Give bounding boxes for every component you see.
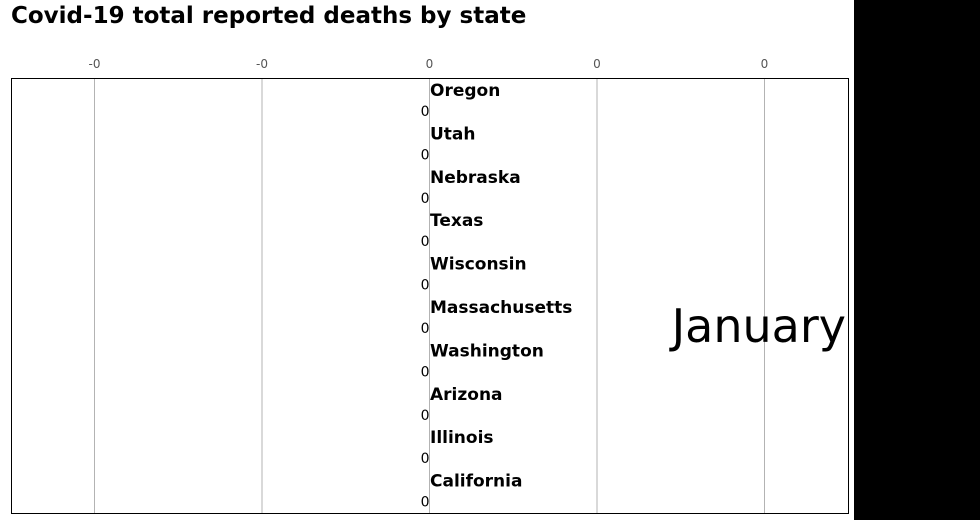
bar-category-label: Utah [430, 124, 476, 144]
bar-category-label: Illinois [430, 428, 494, 448]
x-tick-label: 0 [593, 57, 601, 71]
x-tick-label: 0 [426, 57, 434, 71]
bars: Oregon0Utah0Nebraska0Texas0Wisconsin0Mas… [421, 81, 573, 511]
bar-category-label: California [430, 472, 522, 492]
gridlines [94, 79, 765, 513]
plot-frame [11, 78, 849, 514]
bar-value-label: 0 [421, 234, 430, 250]
bar-category-label: Wisconsin [430, 255, 527, 275]
bar-category-label: Arizona [430, 385, 503, 405]
bar-category-label: Texas [430, 211, 483, 231]
bar-value-label: 0 [421, 495, 430, 511]
x-tick-label: -0 [256, 57, 268, 71]
chart-title: Covid-19 total reported deaths by state [11, 3, 527, 29]
period-label: January [669, 299, 846, 353]
x-axis-ticks: -0 -0 0 0 0 [89, 57, 769, 71]
x-tick-label: -0 [89, 57, 101, 71]
bar-category-label: Massachusetts [430, 298, 572, 318]
bar-category-label: Oregon [430, 81, 500, 101]
bar-value-label: 0 [421, 147, 430, 163]
bar-value-label: 0 [421, 321, 430, 337]
bar-value-label: 0 [421, 191, 430, 207]
bar-value-label: 0 [421, 364, 430, 380]
bar-category-label: Nebraska [430, 168, 521, 188]
bar-value-label: 0 [421, 278, 430, 294]
bar-category-label: Washington [430, 341, 544, 361]
bar-value-label: 0 [421, 451, 430, 467]
bar-value-label: 0 [421, 408, 430, 424]
chart-canvas: Covid-19 total reported deaths by state … [0, 0, 854, 520]
x-tick-label: 0 [761, 57, 769, 71]
bar-value-label: 0 [421, 104, 430, 120]
bar-chart: -0 -0 0 0 0 Oregon0Utah0Nebraska0Texas0Wisco… [11, 57, 849, 514]
